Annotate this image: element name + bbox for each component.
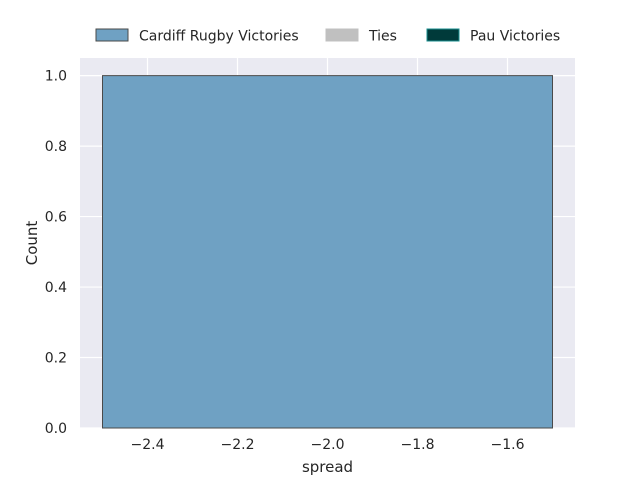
x-tick-label: −1.6 [491, 437, 525, 453]
y-tick-label: 0.6 [45, 210, 67, 226]
x-tick-labels: −2.4 −2.2 −2.0 −1.8 −1.6 [131, 437, 525, 453]
legend-swatch [95, 28, 129, 42]
legend-swatch [426, 28, 460, 42]
y-axis-label: Count [23, 221, 41, 266]
y-tick-label: 1.0 [45, 69, 67, 85]
y-tick-label: 0.4 [45, 280, 67, 296]
x-axis-label: spread [302, 458, 353, 476]
y-tick-label: 0.8 [45, 139, 67, 155]
x-tick-label: −1.8 [401, 437, 435, 453]
x-tick-label: −2.0 [311, 437, 345, 453]
x-tick-label: −2.2 [221, 437, 255, 453]
legend-label: Ties [368, 29, 397, 45]
legend-swatch [325, 28, 359, 42]
legend-label: Pau Victories [470, 29, 560, 45]
x-tick-label: −2.4 [131, 437, 165, 453]
histogram-bar [102, 75, 553, 429]
bars [102, 75, 553, 429]
legend-label: Cardiff Rugby Victories [139, 29, 299, 45]
y-tick-labels: 0.0 0.2 0.4 0.6 0.8 1.0 [45, 69, 67, 437]
y-tick-label: 0.0 [45, 421, 67, 437]
legend: Cardiff Rugby Victories Ties Pau Victories [95, 28, 560, 45]
y-tick-label: 0.2 [45, 351, 67, 367]
